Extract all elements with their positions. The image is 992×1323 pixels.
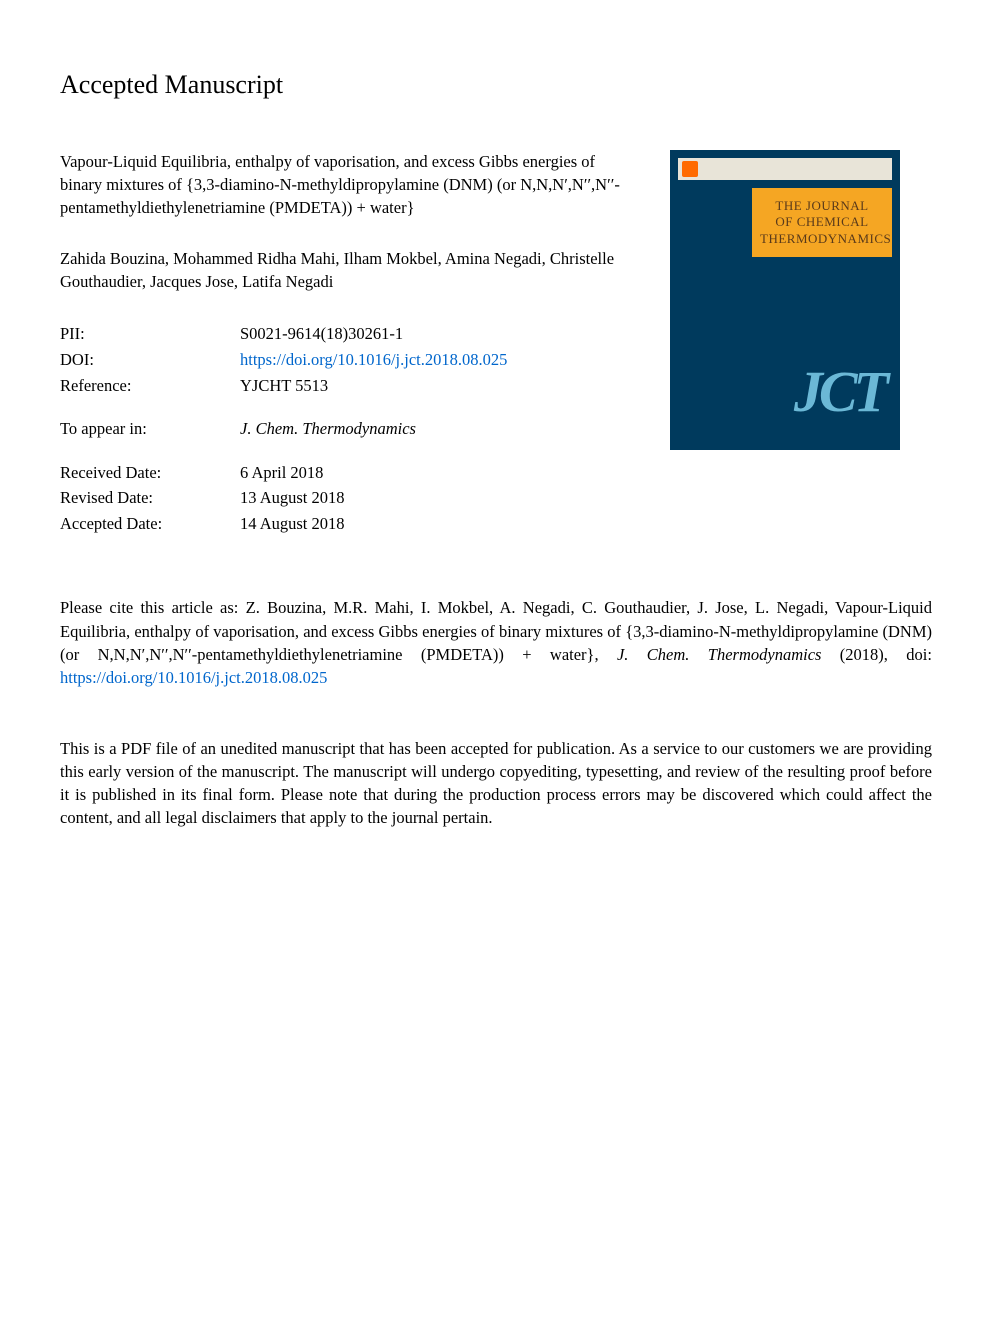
left-column: Vapour-Liquid Equilibria, enthalpy of va…	[60, 150, 640, 536]
meta-row-reference: Reference: YJCHT 5513	[60, 373, 640, 399]
cover-title-line2: OF CHEMICAL	[760, 214, 884, 230]
meta-value-revised: 13 August 2018	[240, 485, 345, 511]
cover-logo-text: JCT	[794, 358, 885, 425]
disclaimer-text: This is a PDF file of an unedited manusc…	[60, 737, 932, 829]
article-title: Vapour-Liquid Equilibria, enthalpy of va…	[60, 150, 640, 219]
cover-top-bar	[678, 158, 892, 180]
meta-value-received: 6 April 2018	[240, 460, 323, 486]
meta-label-pii: PII:	[60, 321, 240, 347]
meta-value-accepted: 14 August 2018	[240, 511, 345, 537]
metadata-table: PII: S0021-9614(18)30261-1 DOI: https://…	[60, 321, 640, 536]
citation-journal: J. Chem. Thermodynamics	[617, 645, 821, 664]
article-authors: Zahida Bouzina, Mohammed Ridha Mahi, Ilh…	[60, 247, 640, 293]
citation-year: (2018), doi:	[821, 645, 932, 664]
meta-label-revised: Revised Date:	[60, 485, 240, 511]
content-wrapper: Vapour-Liquid Equilibria, enthalpy of va…	[60, 150, 932, 536]
meta-label-accepted: Accepted Date:	[60, 511, 240, 537]
meta-value-reference: YJCHT 5513	[240, 373, 328, 399]
meta-row-appear: To appear in: J. Chem. Thermodynamics	[60, 416, 640, 442]
meta-row-accepted: Accepted Date: 14 August 2018	[60, 511, 640, 537]
cover-title-box: THE JOURNAL OF CHEMICAL THERMODYNAMICS	[752, 188, 892, 257]
page-heading: Accepted Manuscript	[60, 70, 932, 100]
meta-row-pii: PII: S0021-9614(18)30261-1	[60, 321, 640, 347]
meta-value-pii: S0021-9614(18)30261-1	[240, 321, 403, 347]
journal-cover: THE JOURNAL OF CHEMICAL THERMODYNAMICS J…	[670, 150, 900, 450]
meta-label-reference: Reference:	[60, 373, 240, 399]
meta-label-received: Received Date:	[60, 460, 240, 486]
citation-doi-link[interactable]: https://doi.org/10.1016/j.jct.2018.08.02…	[60, 668, 327, 687]
meta-label-appear: To appear in:	[60, 416, 240, 442]
meta-row-received: Received Date: 6 April 2018	[60, 460, 640, 486]
citation-block: Please cite this article as: Z. Bouzina,…	[60, 596, 932, 688]
meta-row-revised: Revised Date: 13 August 2018	[60, 485, 640, 511]
meta-row-doi: DOI: https://doi.org/10.1016/j.jct.2018.…	[60, 347, 640, 373]
elsevier-logo-icon	[682, 161, 698, 177]
meta-value-appear: J. Chem. Thermodynamics	[240, 416, 416, 442]
cover-title-line1: THE JOURNAL	[760, 198, 884, 214]
meta-value-doi: https://doi.org/10.1016/j.jct.2018.08.02…	[240, 347, 507, 373]
meta-label-doi: DOI:	[60, 347, 240, 373]
doi-link[interactable]: https://doi.org/10.1016/j.jct.2018.08.02…	[240, 350, 507, 369]
cover-title-line3: THERMODYNAMICS	[760, 231, 884, 247]
